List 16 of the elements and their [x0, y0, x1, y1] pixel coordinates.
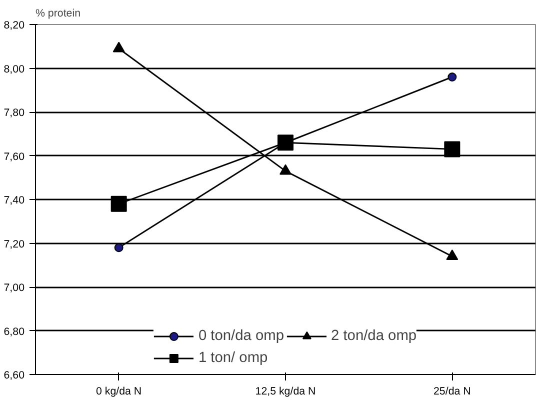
y-tick-label: 7,60	[4, 150, 25, 163]
legend-label: 0 ton/da omp	[198, 328, 284, 344]
y-tick-label: 7,00	[4, 282, 25, 294]
y-axis-title: % protein	[36, 8, 81, 20]
y-tick-label: 7,80	[4, 107, 25, 119]
y-tick-label: 8,00	[4, 63, 25, 76]
y-tick-label: 6,80	[4, 326, 25, 338]
legend-label: 2 ton/da omp	[331, 328, 417, 344]
y-tick-label: 7,40	[4, 194, 25, 206]
x-tick-label: 0 kg/da N	[96, 386, 142, 398]
x-tick-label: 25/da N	[434, 386, 471, 398]
legend-label: 1 ton/ omp	[198, 350, 268, 366]
y-tick-label: 8,20	[4, 20, 25, 32]
x-tick-label: 12,5 kg/da N	[255, 386, 316, 398]
y-tick-label: 6,60	[4, 370, 25, 382]
y-tick-label: 7,20	[4, 238, 25, 250]
